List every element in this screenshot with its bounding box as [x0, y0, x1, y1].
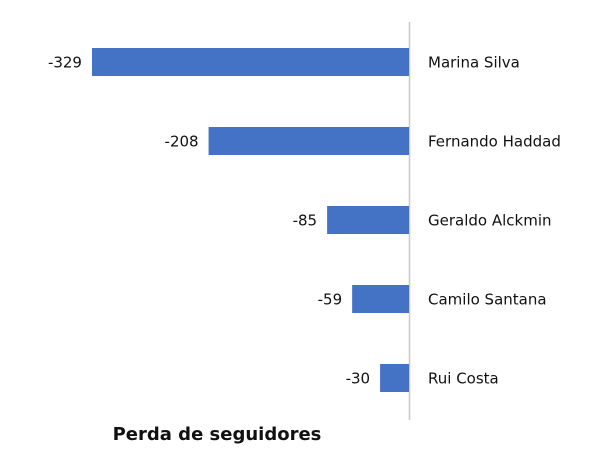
value-label: -30	[346, 370, 371, 388]
category-label: Camilo Santana	[428, 291, 547, 309]
bar	[352, 285, 409, 313]
bar	[208, 127, 409, 155]
category-label: Geraldo Alckmin	[428, 212, 552, 230]
value-label: -208	[165, 133, 199, 151]
bar	[91, 48, 409, 76]
category-label: Marina Silva	[428, 54, 520, 72]
category-label: Rui Costa	[428, 370, 499, 388]
category-label: Fernando Haddad	[428, 133, 561, 151]
value-label: -59	[318, 291, 343, 309]
value-label: -85	[293, 212, 318, 230]
x-axis-title: Perda de seguidores	[113, 424, 322, 445]
value-label: -329	[48, 54, 82, 72]
bar	[327, 206, 409, 234]
bar	[380, 364, 409, 392]
